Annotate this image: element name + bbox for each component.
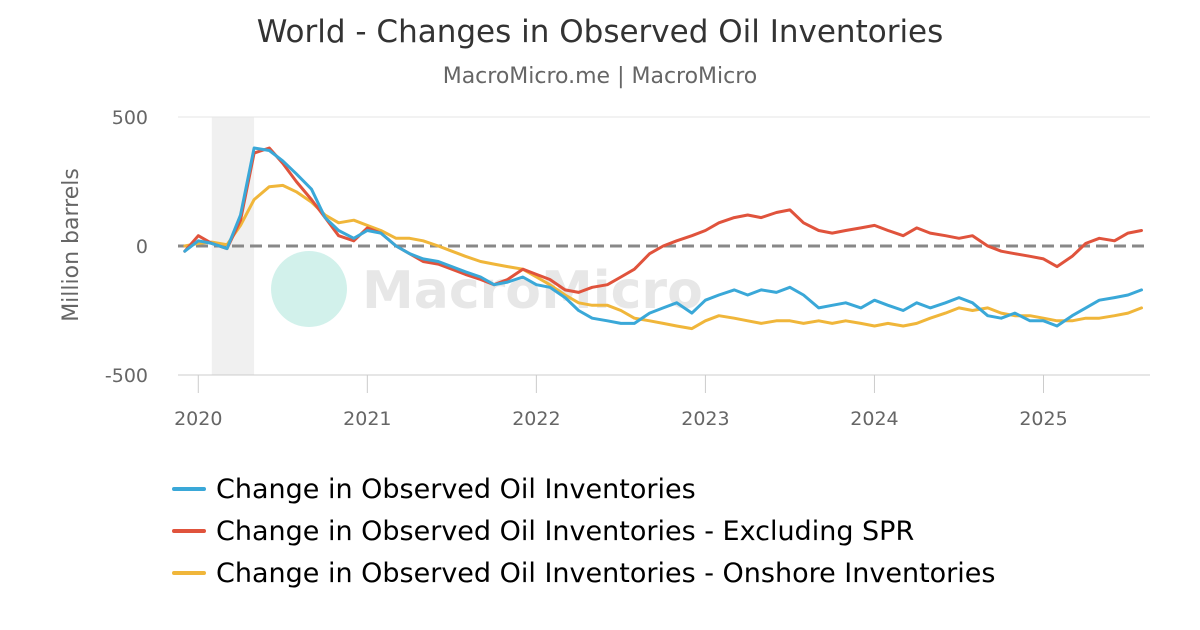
legend-label-onshore: Change in Observed Oil Inventories - Ons… bbox=[216, 557, 996, 589]
y-tick-label: -500 bbox=[105, 365, 148, 387]
x-axis-ticks: 2020 2021 2022 2023 2024 2025 bbox=[174, 375, 1068, 430]
legend-swatch-onshore bbox=[172, 571, 206, 575]
y-axis-label: Million barrels bbox=[59, 168, 84, 322]
x-tick-label: 2024 bbox=[850, 408, 898, 430]
chart-title: World - Changes in Observed Oil Inventor… bbox=[256, 14, 944, 50]
legend-item-excluding-spr[interactable]: Change in Observed Oil Inventories - Exc… bbox=[172, 510, 995, 552]
watermark-text: MacroMicro bbox=[362, 261, 703, 321]
x-tick-label: 2020 bbox=[174, 408, 222, 430]
y-tick-label: 500 bbox=[112, 107, 148, 129]
x-tick-label: 2021 bbox=[343, 408, 391, 430]
legend-swatch-excluding-spr bbox=[172, 529, 206, 533]
y-axis-ticks: 500 0 -500 bbox=[105, 107, 148, 387]
plot-area: MacroMicro 500 0 -500 2020 2021 2022 2023 2024… bbox=[59, 107, 1150, 430]
watermark-logo-icon bbox=[271, 251, 347, 327]
legend-swatch-total bbox=[172, 487, 206, 491]
watermark: MacroMicro bbox=[271, 251, 703, 327]
legend-item-onshore[interactable]: Change in Observed Oil Inventories - Ons… bbox=[172, 552, 995, 594]
legend-label-excluding-spr: Change in Observed Oil Inventories - Exc… bbox=[216, 515, 915, 547]
series-line-total[interactable] bbox=[183, 146, 1143, 328]
series-line-onshore[interactable] bbox=[183, 183, 1143, 331]
legend-label-total: Change in Observed Oil Inventories bbox=[216, 473, 696, 505]
x-tick-label: 2022 bbox=[512, 408, 560, 430]
y-tick-label: 0 bbox=[136, 236, 148, 258]
x-tick-label: 2025 bbox=[1019, 408, 1067, 430]
x-tick-label: 2023 bbox=[681, 408, 729, 430]
chart-subtitle: MacroMicro.me | MacroMicro bbox=[442, 64, 758, 89]
series-lines bbox=[183, 146, 1143, 331]
series-line-excluding-spr[interactable] bbox=[183, 146, 1143, 294]
legend-item-total[interactable]: Change in Observed Oil Inventories bbox=[172, 468, 995, 510]
legend: Change in Observed Oil Inventories Chang… bbox=[172, 468, 995, 594]
